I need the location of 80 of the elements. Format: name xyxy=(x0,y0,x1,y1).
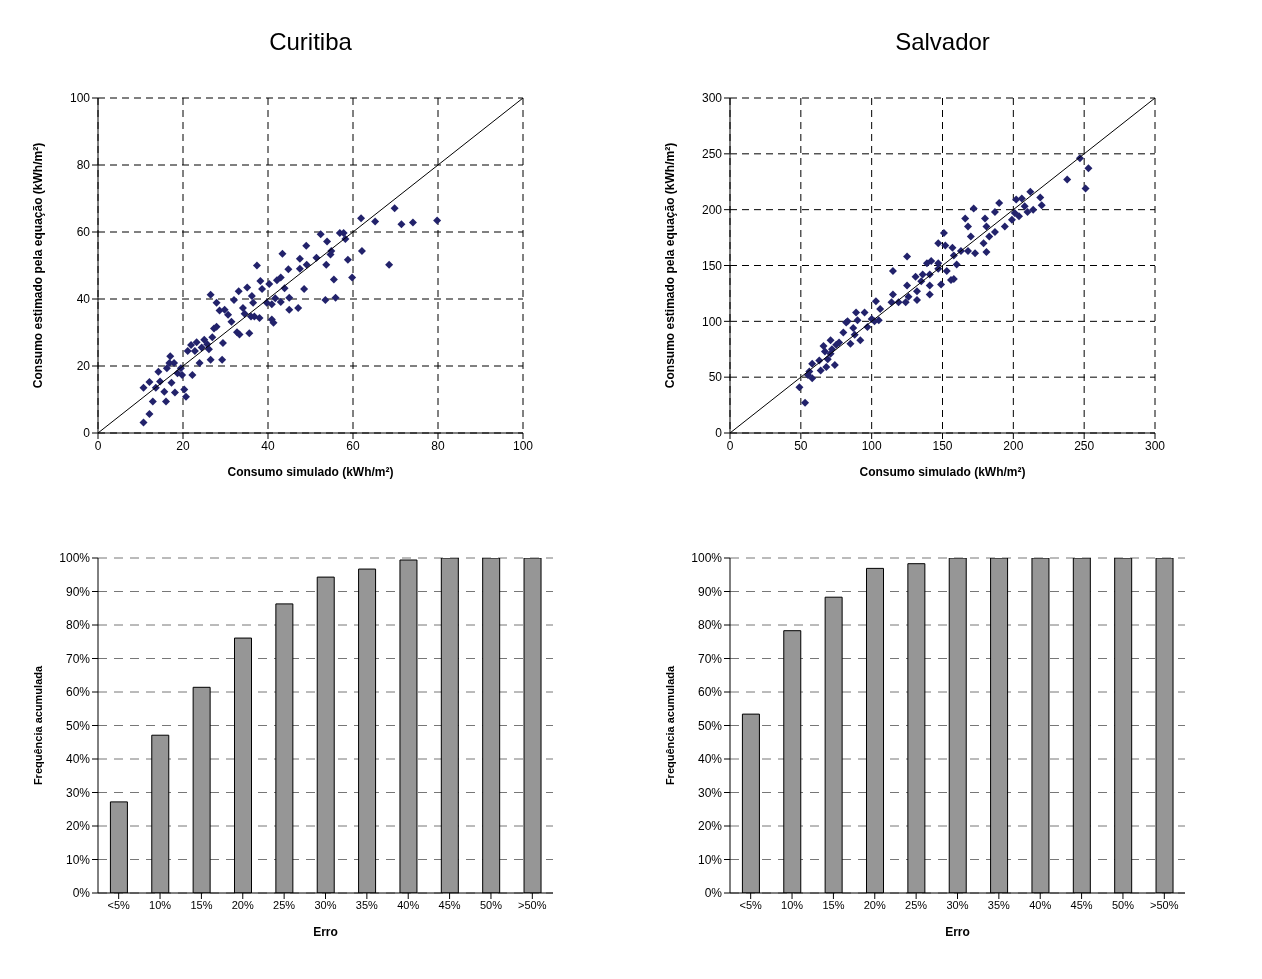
y-axis-title: Frequência acumulada xyxy=(663,665,676,786)
x-tick-label: 300 xyxy=(1144,438,1166,453)
x-axis-title: Consumo simulado (kWh/m²) xyxy=(227,465,394,479)
y-tick-label: 60% xyxy=(697,685,723,700)
y-tick-label: 100 xyxy=(69,91,91,106)
y-tick-label: 300 xyxy=(701,91,723,106)
y-tick-label: 0% xyxy=(704,886,723,901)
y-tick-label: 90% xyxy=(65,584,91,599)
x-tick-label: 45% xyxy=(1070,898,1093,911)
y-tick-label: 40% xyxy=(697,752,723,767)
x-tick-label: >50% xyxy=(518,898,547,911)
y-tick-label: 70% xyxy=(697,651,723,666)
y-tick-label: 10% xyxy=(65,852,91,867)
x-tick-label: <5% xyxy=(739,898,763,911)
x-tick-label: 45% xyxy=(438,898,461,911)
y-tick-label: 0 xyxy=(715,426,723,441)
x-tick-label: 10% xyxy=(781,898,804,911)
y-tick-label: 60% xyxy=(65,685,91,700)
x-tick-label: 50 xyxy=(794,438,808,453)
x-tick-label: 10% xyxy=(149,898,172,911)
y-tick-label: 80% xyxy=(65,618,91,633)
y-tick-label: 20 xyxy=(76,359,91,374)
x-tick-label: 35% xyxy=(355,898,379,911)
y-tick-label: 0 xyxy=(83,426,91,441)
y-tick-label: 70% xyxy=(65,651,91,666)
x-tick-label: 250 xyxy=(1074,438,1095,453)
x-tick-label: 15% xyxy=(822,898,845,911)
y-axis-title: Consumo estimado pela equação (kWh/m²) xyxy=(663,142,678,389)
y-tick-label: 40% xyxy=(65,752,91,767)
y-axis-title: Frequência acumulada xyxy=(31,665,44,786)
y-tick-label: 100% xyxy=(59,551,91,566)
y-tick-label: 100 xyxy=(701,314,723,329)
x-tick-label: 100 xyxy=(861,438,882,453)
x-axis-title: Erro xyxy=(313,925,338,939)
x-tick-label: 150 xyxy=(932,438,953,453)
y-tick-label: 200 xyxy=(701,202,723,217)
x-tick-label: >50% xyxy=(1150,898,1179,911)
y-tick-label: 80% xyxy=(697,618,723,633)
y-tick-label: 50 xyxy=(708,370,723,385)
y-tick-label: 250 xyxy=(701,147,723,162)
x-tick-label: 20% xyxy=(231,898,254,911)
x-tick-label: 15% xyxy=(190,898,213,911)
x-axis-title: Erro xyxy=(945,925,970,939)
x-tick-label: 30% xyxy=(946,898,969,911)
x-tick-label: 60 xyxy=(346,438,360,453)
y-tick-label: 90% xyxy=(697,584,723,599)
x-tick-label: 0 xyxy=(726,438,734,453)
x-tick-label: 40% xyxy=(1029,898,1052,911)
x-tick-label: 80 xyxy=(431,438,445,453)
chart-title: Salvador xyxy=(894,28,991,57)
x-tick-label: 50% xyxy=(479,898,503,911)
y-tick-label: 10% xyxy=(697,852,723,867)
x-tick-label: 200 xyxy=(1003,438,1024,453)
y-tick-label: 20% xyxy=(697,819,723,834)
y-tick-label: 20% xyxy=(65,819,91,834)
y-tick-label: 80 xyxy=(76,158,91,173)
x-tick-label: 50% xyxy=(1111,898,1135,911)
x-tick-label: 20 xyxy=(176,438,190,453)
y-tick-label: 100% xyxy=(691,551,723,566)
chart-title: Curitiba xyxy=(268,28,353,57)
x-tick-label: <5% xyxy=(107,898,131,911)
y-tick-label: 50% xyxy=(697,718,723,733)
y-tick-label: 30% xyxy=(697,785,723,800)
y-tick-label: 40 xyxy=(76,292,91,307)
x-axis-title: Consumo simulado (kWh/m²) xyxy=(859,465,1026,479)
x-tick-label: 25% xyxy=(273,898,296,911)
x-tick-label: 30% xyxy=(314,898,337,911)
y-tick-label: 50% xyxy=(65,718,91,733)
y-tick-label: 150 xyxy=(701,258,723,273)
x-tick-label: 100 xyxy=(512,438,534,453)
y-tick-label: 0% xyxy=(72,886,91,901)
x-tick-label: 35% xyxy=(987,898,1011,911)
x-tick-label: 40% xyxy=(397,898,420,911)
x-tick-label: 0 xyxy=(94,438,102,453)
x-tick-label: 20% xyxy=(863,898,886,911)
y-tick-label: 30% xyxy=(65,785,91,800)
x-tick-label: 25% xyxy=(905,898,928,911)
y-tick-label: 60 xyxy=(76,225,91,240)
x-tick-label: 40 xyxy=(261,438,275,453)
y-axis-title: Consumo estimado pela equação (kWh/m²) xyxy=(31,142,46,389)
